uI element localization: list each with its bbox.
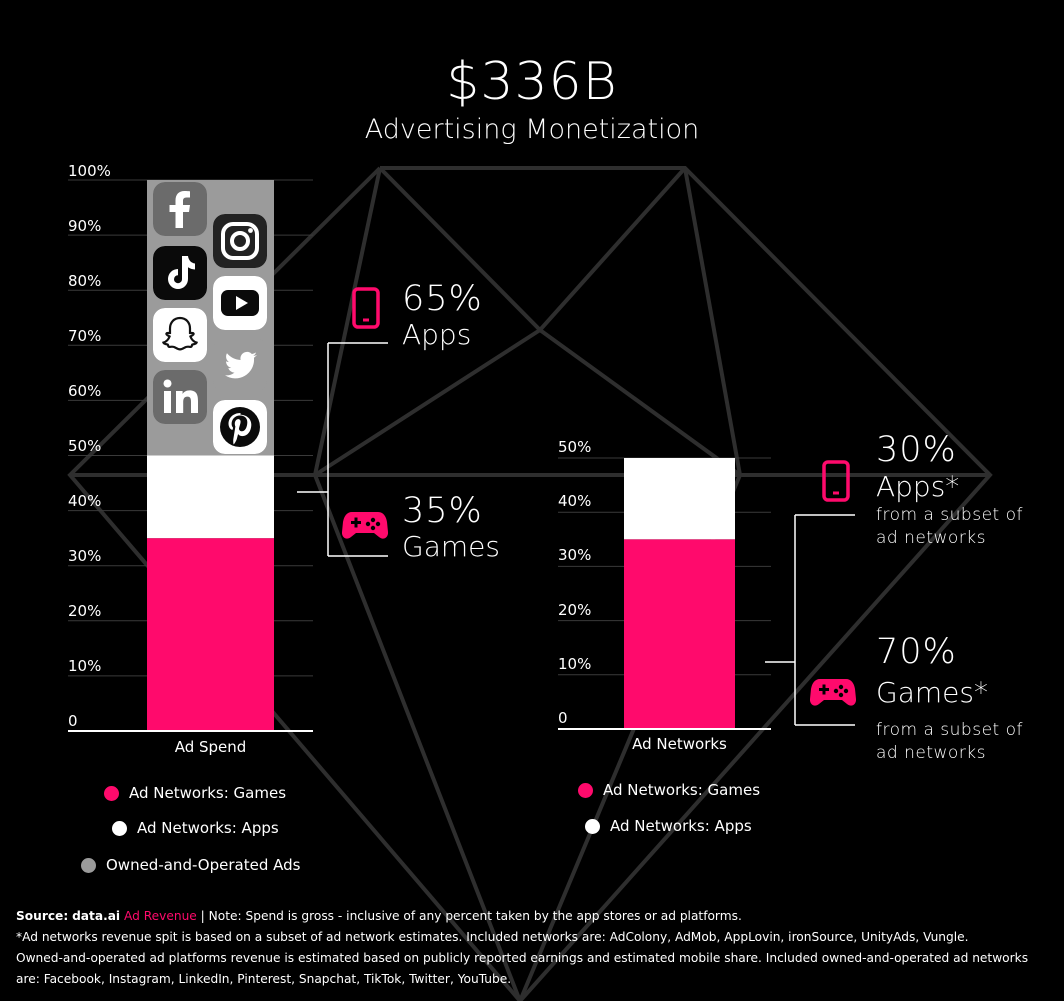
facebook-icon bbox=[153, 182, 207, 236]
y-tick-label: 80% bbox=[68, 272, 102, 290]
tiktok-icon bbox=[153, 246, 207, 300]
source-link[interactable]: Ad Revenue bbox=[123, 909, 197, 923]
y-tick-label: 0 bbox=[68, 712, 78, 730]
youtube-icon bbox=[213, 276, 267, 330]
legend-label: Owned-and-Operated Ads bbox=[106, 856, 301, 874]
footer-note-line: Owned-and-operated ad platforms revenue … bbox=[16, 951, 1029, 965]
y-tick-label: 30% bbox=[68, 547, 102, 565]
x-tick-label: Ad Networks bbox=[632, 735, 727, 753]
page-subtitle: Advertising Monetization bbox=[364, 114, 700, 145]
y-tick-label: 40% bbox=[558, 492, 592, 510]
y-tick-label: 30% bbox=[558, 546, 592, 564]
x-tick-label: Ad Spend bbox=[174, 738, 247, 756]
instagram-icon bbox=[213, 214, 267, 268]
apps-percent: 65% bbox=[402, 279, 483, 319]
y-tick-label: 10% bbox=[558, 655, 592, 673]
legend-swatch bbox=[585, 818, 600, 834]
legend-swatch bbox=[104, 785, 119, 801]
owned-logos-group bbox=[147, 180, 274, 458]
gamepad-icon bbox=[810, 679, 856, 706]
smartphone-icon bbox=[822, 460, 850, 502]
twitter-icon bbox=[213, 338, 267, 392]
apps-subnote-line: from a subset of bbox=[876, 505, 1023, 525]
bars bbox=[624, 458, 735, 729]
apps-subnote: from a subset of ad networks bbox=[876, 504, 1023, 550]
y-tick-label: 50% bbox=[68, 437, 102, 455]
smartphone-icon bbox=[352, 287, 380, 329]
bracket-connector bbox=[297, 342, 388, 557]
linkedin-icon bbox=[153, 370, 207, 424]
legend-item-owned: Owned-and-Operated Ads bbox=[81, 856, 300, 874]
bar-segment-ad-networks-games bbox=[624, 539, 735, 729]
source-label: Source: bbox=[16, 909, 69, 923]
legend-swatch bbox=[112, 820, 127, 836]
bracket-connector bbox=[765, 514, 855, 726]
games-subnote: from a subset of ad networks bbox=[876, 719, 1023, 765]
bar-segment-ad-networks-apps bbox=[624, 458, 735, 540]
legend-label: Ad Networks: Games bbox=[129, 784, 287, 802]
legend-swatch bbox=[578, 782, 593, 798]
legend-item-games: Ad Networks: Games bbox=[578, 781, 760, 799]
y-tick-label: 40% bbox=[68, 492, 102, 510]
games-subnote-line: ad networks bbox=[876, 743, 987, 763]
source-note: | Note: Spend is gross - inclusive of an… bbox=[196, 909, 742, 923]
games-label: Games* bbox=[876, 676, 988, 709]
apps-percent: 30% bbox=[876, 430, 957, 470]
y-tick-label: 90% bbox=[68, 217, 102, 235]
page-title: $336B bbox=[446, 52, 618, 112]
footer-source: Source: data.ai Ad Revenue | Note: Spend… bbox=[16, 906, 1056, 927]
y-tick-label: 20% bbox=[558, 601, 592, 619]
legend-item-apps: Ad Networks: Apps bbox=[112, 819, 279, 837]
legend-swatch bbox=[81, 857, 96, 873]
legend-label: Ad Networks: Games bbox=[603, 781, 761, 799]
pinterest-icon bbox=[213, 400, 267, 454]
y-tick-label: 70% bbox=[68, 327, 102, 345]
games-subnote-line: from a subset of bbox=[876, 720, 1023, 740]
footer-note-line: *Ad networks revenue spit is based on a … bbox=[16, 930, 969, 944]
bar-segment-ad-networks-apps bbox=[147, 455, 274, 539]
legend-item-apps: Ad Networks: Apps bbox=[585, 817, 752, 835]
y-tick-label: 10% bbox=[68, 657, 102, 675]
y-tick-label: 100% bbox=[68, 162, 111, 180]
gamepad-icon bbox=[342, 512, 388, 539]
apps-label: Apps* bbox=[876, 470, 960, 503]
y-tick-label: 20% bbox=[68, 602, 102, 620]
games-percent: 70% bbox=[876, 632, 957, 672]
legend-item-games: Ad Networks: Games bbox=[104, 784, 286, 802]
apps-label: Apps bbox=[402, 318, 472, 351]
source-name: data.ai bbox=[72, 909, 121, 923]
y-tick-label: 60% bbox=[68, 382, 102, 400]
games-label: Games bbox=[402, 530, 500, 563]
legend-label: Ad Networks: Apps bbox=[137, 819, 279, 837]
snapchat-icon bbox=[153, 308, 207, 362]
y-tick-label: 0 bbox=[558, 709, 568, 727]
y-tick-label: 50% bbox=[558, 438, 592, 456]
legend-label: Ad Networks: Apps bbox=[610, 817, 752, 835]
bar-segment-ad-networks-games bbox=[147, 538, 274, 731]
apps-subnote-line: ad networks bbox=[876, 528, 987, 548]
games-percent: 35% bbox=[402, 491, 483, 531]
footer-note-line: are: Facebook, Instagram, LinkedIn, Pint… bbox=[16, 972, 512, 986]
